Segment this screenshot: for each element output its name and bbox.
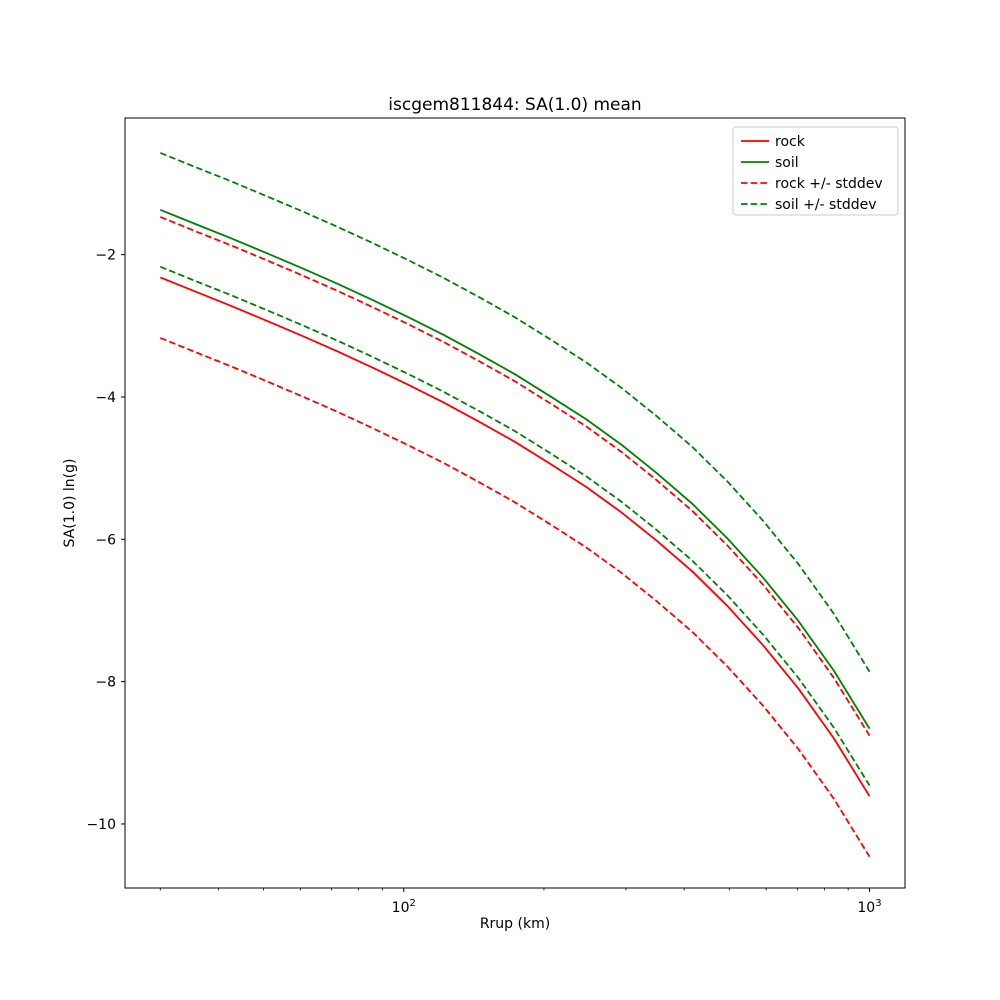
y-tick-label: −2 bbox=[95, 248, 116, 264]
legend-label-rock-stddev: rock +/- stddev bbox=[775, 176, 883, 192]
y-axis: −2 −4 −6 −8 −10 bbox=[86, 248, 125, 833]
plot-frame bbox=[124, 117, 906, 889]
chart-title: iscgem811844: SA(1.0) mean bbox=[388, 95, 642, 115]
x-tick-label: 102 bbox=[392, 898, 416, 916]
legend-label-rock: rock bbox=[775, 134, 806, 150]
x-axis: 102 103 bbox=[159, 888, 882, 916]
curves bbox=[159, 152, 871, 858]
x-axis-label: Rrup (km) bbox=[479, 916, 551, 932]
y-tick-label: −8 bbox=[95, 675, 116, 691]
legend-box bbox=[732, 126, 899, 216]
x-tick-label: 103 bbox=[857, 898, 881, 916]
curve-soil bbox=[159, 208, 871, 730]
legend-label-soil: soil bbox=[775, 155, 799, 171]
curve-rock bbox=[159, 276, 871, 797]
legend-label-soil-stddev: soil +/- stddev bbox=[775, 197, 877, 213]
y-axis-label: SA(1.0) ln(g) bbox=[62, 458, 78, 548]
y-tick-label: −6 bbox=[95, 532, 116, 548]
curve-rock-stddev-lower bbox=[159, 337, 871, 858]
y-tick-label: −4 bbox=[95, 390, 116, 406]
curve-rock-stddev-upper bbox=[159, 216, 871, 737]
legend: rock soil rock +/- stddev soil +/- stddev bbox=[732, 126, 899, 216]
curve-soil-stddev-upper bbox=[159, 152, 871, 673]
curve-soil-stddev-lower bbox=[159, 265, 871, 786]
y-tick-label: −10 bbox=[86, 817, 116, 833]
